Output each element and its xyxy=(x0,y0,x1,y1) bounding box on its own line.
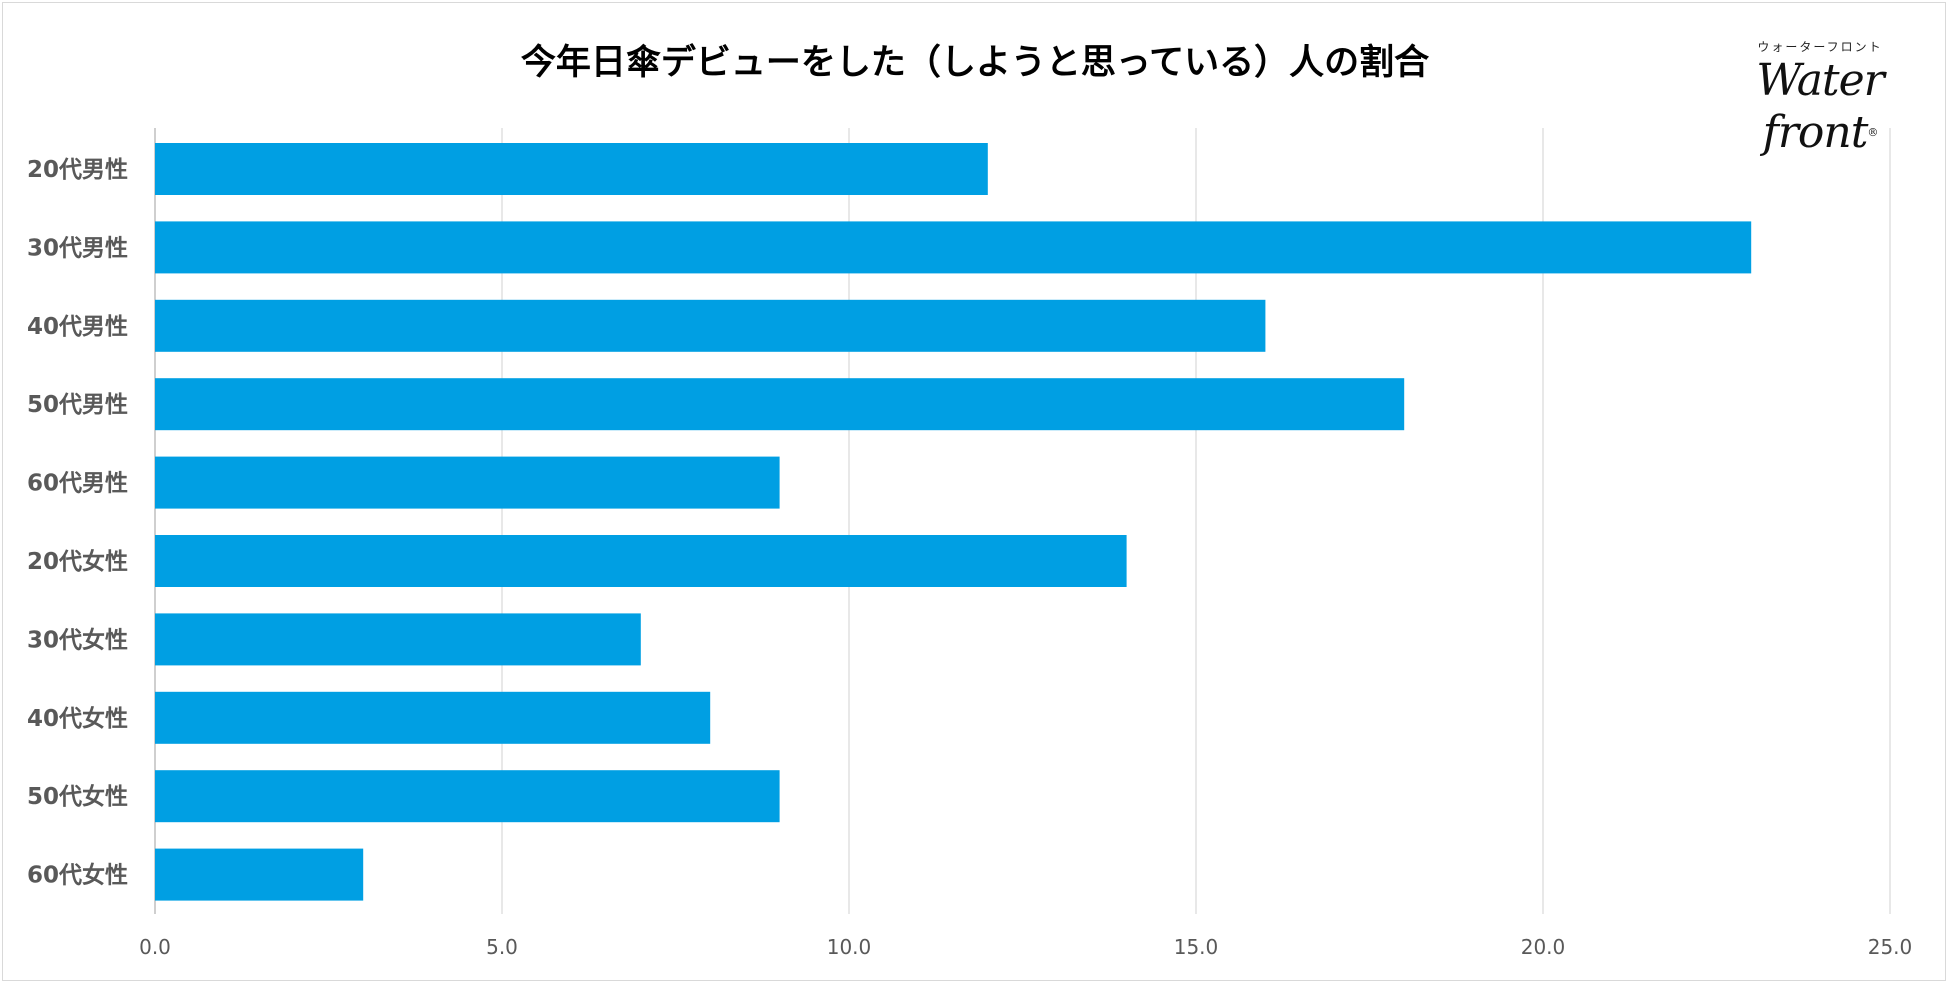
bar xyxy=(155,848,364,901)
x-tick-label: 25.0 xyxy=(1868,935,1913,959)
x-tick-label: 10.0 xyxy=(827,935,872,959)
bar xyxy=(155,770,780,823)
x-tick-label: 20.0 xyxy=(1521,935,1566,959)
logo-registered-mark: ® xyxy=(1867,126,1878,139)
category-label: 40代男性 xyxy=(27,314,128,340)
bar xyxy=(155,378,1405,431)
x-tick-label: 15.0 xyxy=(1174,935,1219,959)
category-label: 50代女性 xyxy=(27,783,128,810)
bar xyxy=(155,691,711,744)
bar xyxy=(155,143,988,195)
category-label: 30代男性 xyxy=(27,235,128,261)
logo-kana: ウォーターフロント xyxy=(1757,40,1883,54)
bar xyxy=(155,299,1266,352)
bar xyxy=(155,221,1752,274)
chart-title: 今年日傘デビューをした（しようと思っている）人の割合 xyxy=(520,43,1430,83)
category-label: 20代男性 xyxy=(27,157,128,183)
bar xyxy=(155,535,1127,587)
x-tick-label: 5.0 xyxy=(486,935,518,959)
category-label: 30代女性 xyxy=(27,626,128,653)
category-label: 60代女性 xyxy=(27,862,128,889)
x-tick-label: 0.0 xyxy=(139,935,171,959)
waterfront-logo: ウォーターフロント Water front® xyxy=(1725,38,1915,158)
bar xyxy=(155,456,780,509)
category-label: 20代女性 xyxy=(27,548,128,575)
bar xyxy=(155,613,641,666)
category-label: 50代男性 xyxy=(27,392,128,418)
logo-name: Water front xyxy=(1756,55,1884,158)
category-label: 40代女性 xyxy=(27,705,128,732)
category-label: 60代男性 xyxy=(27,471,128,497)
